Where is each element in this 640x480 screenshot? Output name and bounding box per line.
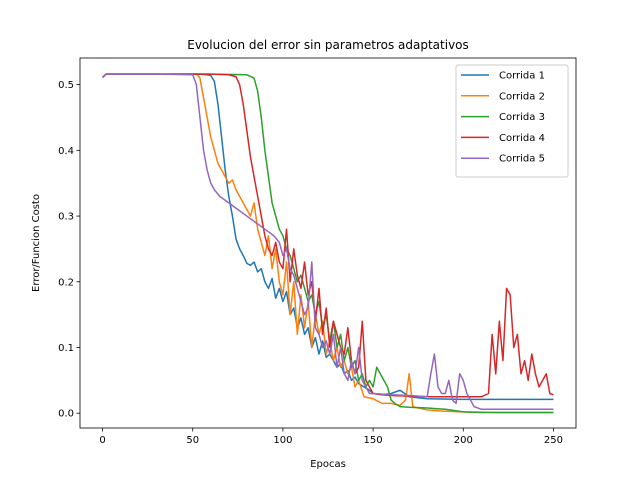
- y-tick-label: 0.1: [58, 343, 74, 354]
- y-tick-label: 0.3: [58, 212, 74, 223]
- y-tick-label: 0.2: [58, 277, 74, 288]
- series-line-corrida-2: [102, 73, 554, 414]
- x-tick-label: 200: [454, 435, 473, 446]
- chart-title: Evolucion del error sin parametros adapt…: [187, 38, 469, 52]
- x-tick-label: 50: [186, 435, 199, 446]
- axes-frame: [79, 57, 577, 429]
- legend-frame: [455, 64, 569, 178]
- y-axis-ticks: 0.0 0.1 0.2 0.3 0.4 0.5: [58, 80, 80, 420]
- legend-label-corrida-3: Corrida 3: [499, 112, 545, 123]
- legend-label-corrida-5: Corrida 5: [499, 154, 545, 165]
- legend-label-corrida-4: Corrida 4: [499, 133, 545, 144]
- y-tick-label: 0.0: [58, 409, 74, 420]
- series-line-corrida-5: [102, 73, 554, 411]
- x-tick-label: 0: [99, 435, 105, 446]
- plot-area: [102, 73, 554, 414]
- x-axis-ticks: 0 50 100 150 200 250: [99, 428, 563, 446]
- x-tick-label: 250: [544, 435, 563, 446]
- x-tick-label: 100: [273, 435, 292, 446]
- legend-label-corrida-1: Corrida 1: [499, 71, 545, 82]
- x-axis-label: Epocas: [310, 459, 346, 470]
- x-tick-label: 150: [364, 435, 383, 446]
- y-axis-label: Error/Funcion Costo: [31, 194, 42, 292]
- legend: Corrida 1 Corrida 2 Corrida 3 Corrida 4 Corr…: [455, 64, 569, 178]
- y-tick-label: 0.4: [58, 146, 74, 157]
- legend-label-corrida-2: Corrida 2: [499, 91, 545, 102]
- y-tick-label: 0.5: [58, 80, 74, 91]
